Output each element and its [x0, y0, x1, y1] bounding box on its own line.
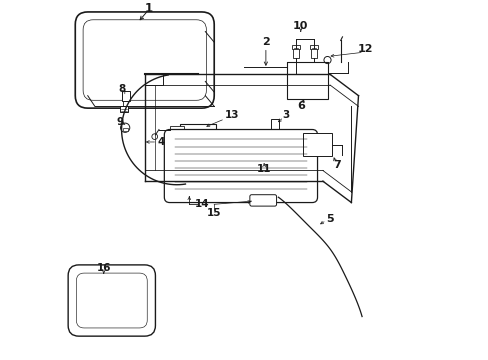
Bar: [122, 128, 128, 131]
Text: 15: 15: [206, 208, 221, 218]
Text: 8: 8: [118, 84, 125, 94]
Bar: [303, 133, 331, 156]
FancyBboxPatch shape: [164, 130, 317, 203]
FancyBboxPatch shape: [68, 265, 155, 336]
Text: 11: 11: [256, 164, 271, 174]
FancyBboxPatch shape: [83, 20, 206, 100]
Bar: [310, 48, 317, 58]
Bar: [180, 124, 216, 133]
Bar: [122, 91, 130, 101]
Bar: [309, 45, 318, 49]
Bar: [144, 74, 162, 85]
Text: 10: 10: [292, 21, 308, 31]
Text: 1: 1: [144, 2, 152, 15]
Text: 13: 13: [224, 110, 239, 120]
Text: 3: 3: [281, 110, 288, 120]
Bar: [292, 48, 299, 58]
Bar: [169, 126, 183, 132]
Text: 14: 14: [194, 199, 209, 209]
FancyBboxPatch shape: [76, 273, 147, 328]
Bar: [120, 106, 127, 112]
FancyBboxPatch shape: [75, 12, 214, 108]
Text: 7: 7: [333, 160, 340, 170]
Text: 4: 4: [157, 137, 164, 147]
Text: 16: 16: [96, 264, 111, 274]
Text: 5: 5: [325, 213, 333, 224]
FancyBboxPatch shape: [249, 195, 276, 206]
Text: 9: 9: [116, 117, 123, 127]
Bar: [291, 45, 300, 49]
Text: 2: 2: [262, 37, 269, 47]
Text: 6: 6: [296, 102, 304, 111]
Text: 12: 12: [357, 44, 373, 54]
Bar: [286, 62, 327, 99]
Bar: [271, 119, 279, 130]
